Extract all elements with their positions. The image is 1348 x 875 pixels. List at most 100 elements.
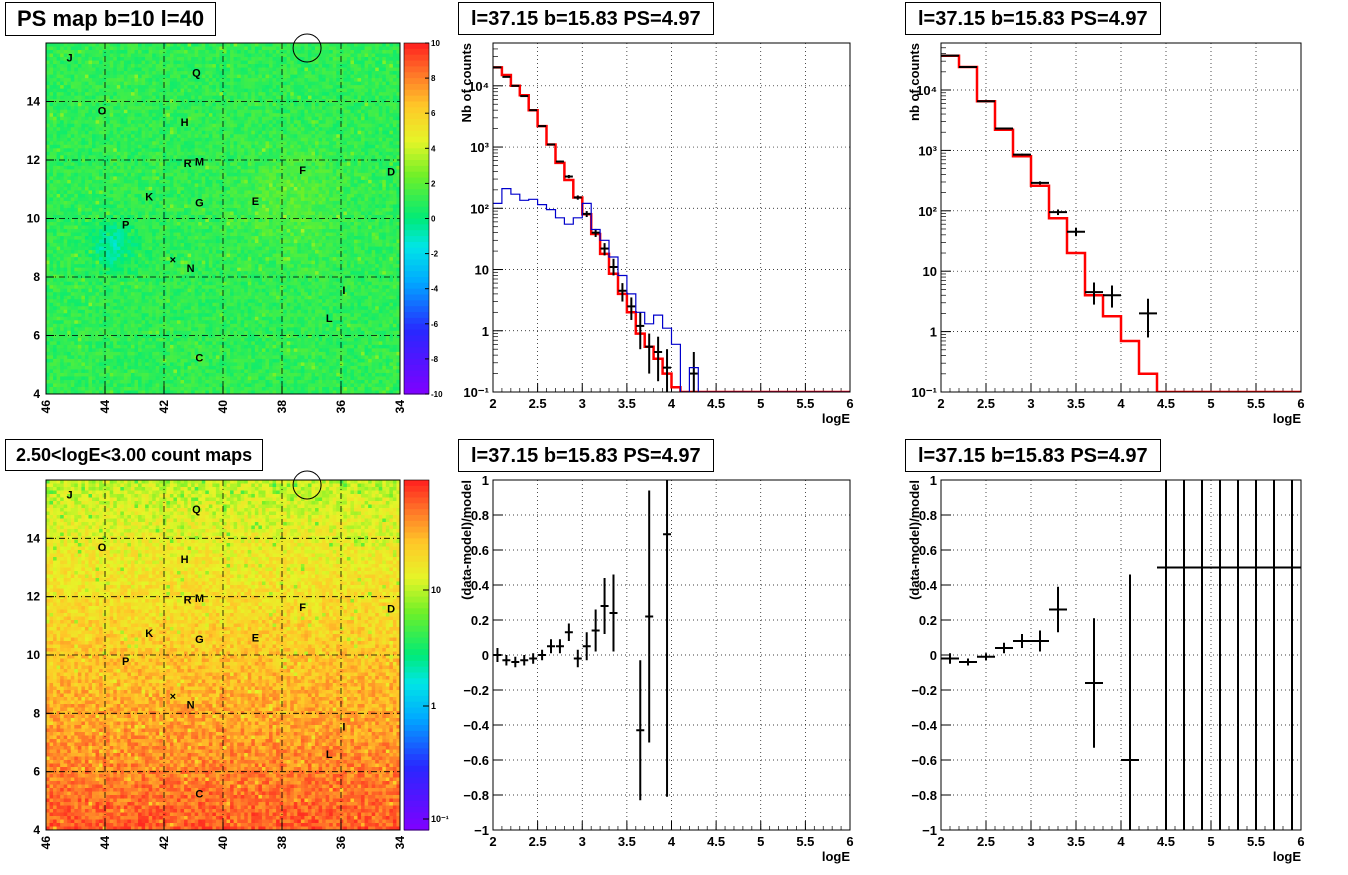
heatmap-cell	[194, 176, 199, 181]
heatmap-cell	[123, 141, 128, 146]
heatmap-cell	[169, 148, 174, 153]
heatmap-cell	[159, 123, 164, 128]
heatmap-cell	[56, 78, 61, 83]
heatmap-cell	[134, 141, 139, 146]
heatmap-cell	[127, 334, 132, 339]
heatmap-cell	[173, 99, 178, 104]
heatmap-cell	[155, 390, 160, 395]
heatmap-cell	[123, 46, 128, 51]
heatmap-cell	[46, 344, 51, 349]
heatmap-cell	[60, 74, 65, 79]
heatmap-cell	[95, 151, 100, 156]
heatmap-cell	[120, 362, 125, 367]
heatmap-cell	[56, 123, 61, 128]
heatmap-cell	[138, 113, 143, 118]
heatmap-cell	[74, 253, 79, 258]
heatmap-cell	[145, 158, 150, 163]
heatmap-cell	[141, 60, 146, 65]
heatmap-cell	[60, 236, 65, 241]
heatmap-cell	[130, 250, 135, 255]
heatmap-cell	[173, 358, 178, 363]
heatmap-cell	[194, 127, 199, 132]
heatmap-cell	[159, 204, 164, 209]
heatmap-cell	[173, 53, 178, 58]
heatmap-cell	[173, 211, 178, 216]
heatmap-cell	[106, 295, 111, 300]
heatmap-cell	[145, 376, 150, 381]
heatmap-cell	[145, 57, 150, 62]
heatmap-cell	[134, 292, 139, 297]
heatmap-cell	[155, 229, 160, 234]
heatmap-cell	[70, 85, 75, 90]
heatmap-cell	[67, 323, 72, 328]
heatmap-cell	[208, 264, 213, 269]
heatmap-cell	[169, 78, 174, 83]
heatmap-cell	[208, 144, 213, 149]
heatmap-cell	[212, 316, 217, 321]
heatmap-cell	[219, 71, 224, 76]
heatmap-cell	[130, 151, 135, 156]
heatmap-cell	[84, 337, 89, 342]
heatmap-cell	[63, 337, 68, 342]
heatmap-cell	[155, 57, 160, 62]
heatmap-cell	[194, 316, 199, 321]
heatmap-cell	[49, 302, 54, 307]
heatmap-cell	[215, 74, 220, 79]
heatmap-cell	[198, 320, 203, 325]
heatmap-cell	[60, 162, 65, 167]
heatmap-cell	[134, 288, 139, 293]
heatmap-cell	[173, 334, 178, 339]
heatmap-cell	[49, 127, 54, 132]
heatmap-cell	[102, 246, 107, 251]
heatmap-cell	[113, 348, 118, 353]
heatmap-cell	[145, 274, 150, 279]
heatmap-cell	[180, 92, 185, 97]
heatmap-cell	[70, 186, 75, 191]
heatmap-cell	[70, 267, 75, 272]
heatmap-cell	[169, 358, 174, 363]
heatmap-cell	[141, 78, 146, 83]
heatmap-cell	[130, 190, 135, 195]
heatmap-cell	[159, 46, 164, 51]
heatmap-cell	[184, 250, 189, 255]
heatmap-cell	[63, 141, 68, 146]
heatmap-cell	[141, 320, 146, 325]
heatmap-cell	[63, 127, 68, 132]
heatmap-cell	[194, 179, 199, 184]
heatmap-cell	[184, 281, 189, 286]
heatmap-cell	[141, 341, 146, 346]
heatmap-cell	[194, 281, 199, 286]
heatmap-cell	[187, 64, 192, 69]
heatmap-cell	[74, 362, 79, 367]
heatmap-cell	[60, 278, 65, 283]
heatmap-cell	[123, 92, 128, 97]
heatmap-cell	[46, 81, 51, 86]
heatmap-cell	[106, 144, 111, 149]
heatmap-cell	[184, 127, 189, 132]
heatmap-cell	[84, 50, 89, 55]
heatmap-cell	[191, 78, 196, 83]
heatmap-cell	[145, 190, 150, 195]
heatmap-cell	[187, 250, 192, 255]
heatmap-cell	[138, 218, 143, 223]
heatmap-cell	[56, 148, 61, 153]
heatmap-cell	[152, 376, 157, 381]
heatmap-cell	[173, 239, 178, 244]
heatmap-cell	[134, 179, 139, 184]
heatmap-cell	[187, 162, 192, 167]
heatmap-cell	[116, 190, 121, 195]
heatmap-cell	[123, 365, 128, 370]
heatmap-cell	[56, 46, 61, 51]
heatmap-cell	[84, 74, 89, 79]
heatmap-cell	[46, 120, 51, 125]
heatmap-cell	[134, 358, 139, 363]
heatmap-cell	[88, 158, 93, 163]
heatmap-cell	[180, 85, 185, 90]
heatmap-cell	[49, 53, 54, 58]
heatmap-cell	[184, 207, 189, 212]
heatmap-cell	[180, 264, 185, 269]
heatmap-cell	[141, 106, 146, 111]
heatmap-cell	[56, 330, 61, 335]
heatmap-cell	[70, 292, 75, 297]
heatmap-cell	[127, 341, 132, 346]
